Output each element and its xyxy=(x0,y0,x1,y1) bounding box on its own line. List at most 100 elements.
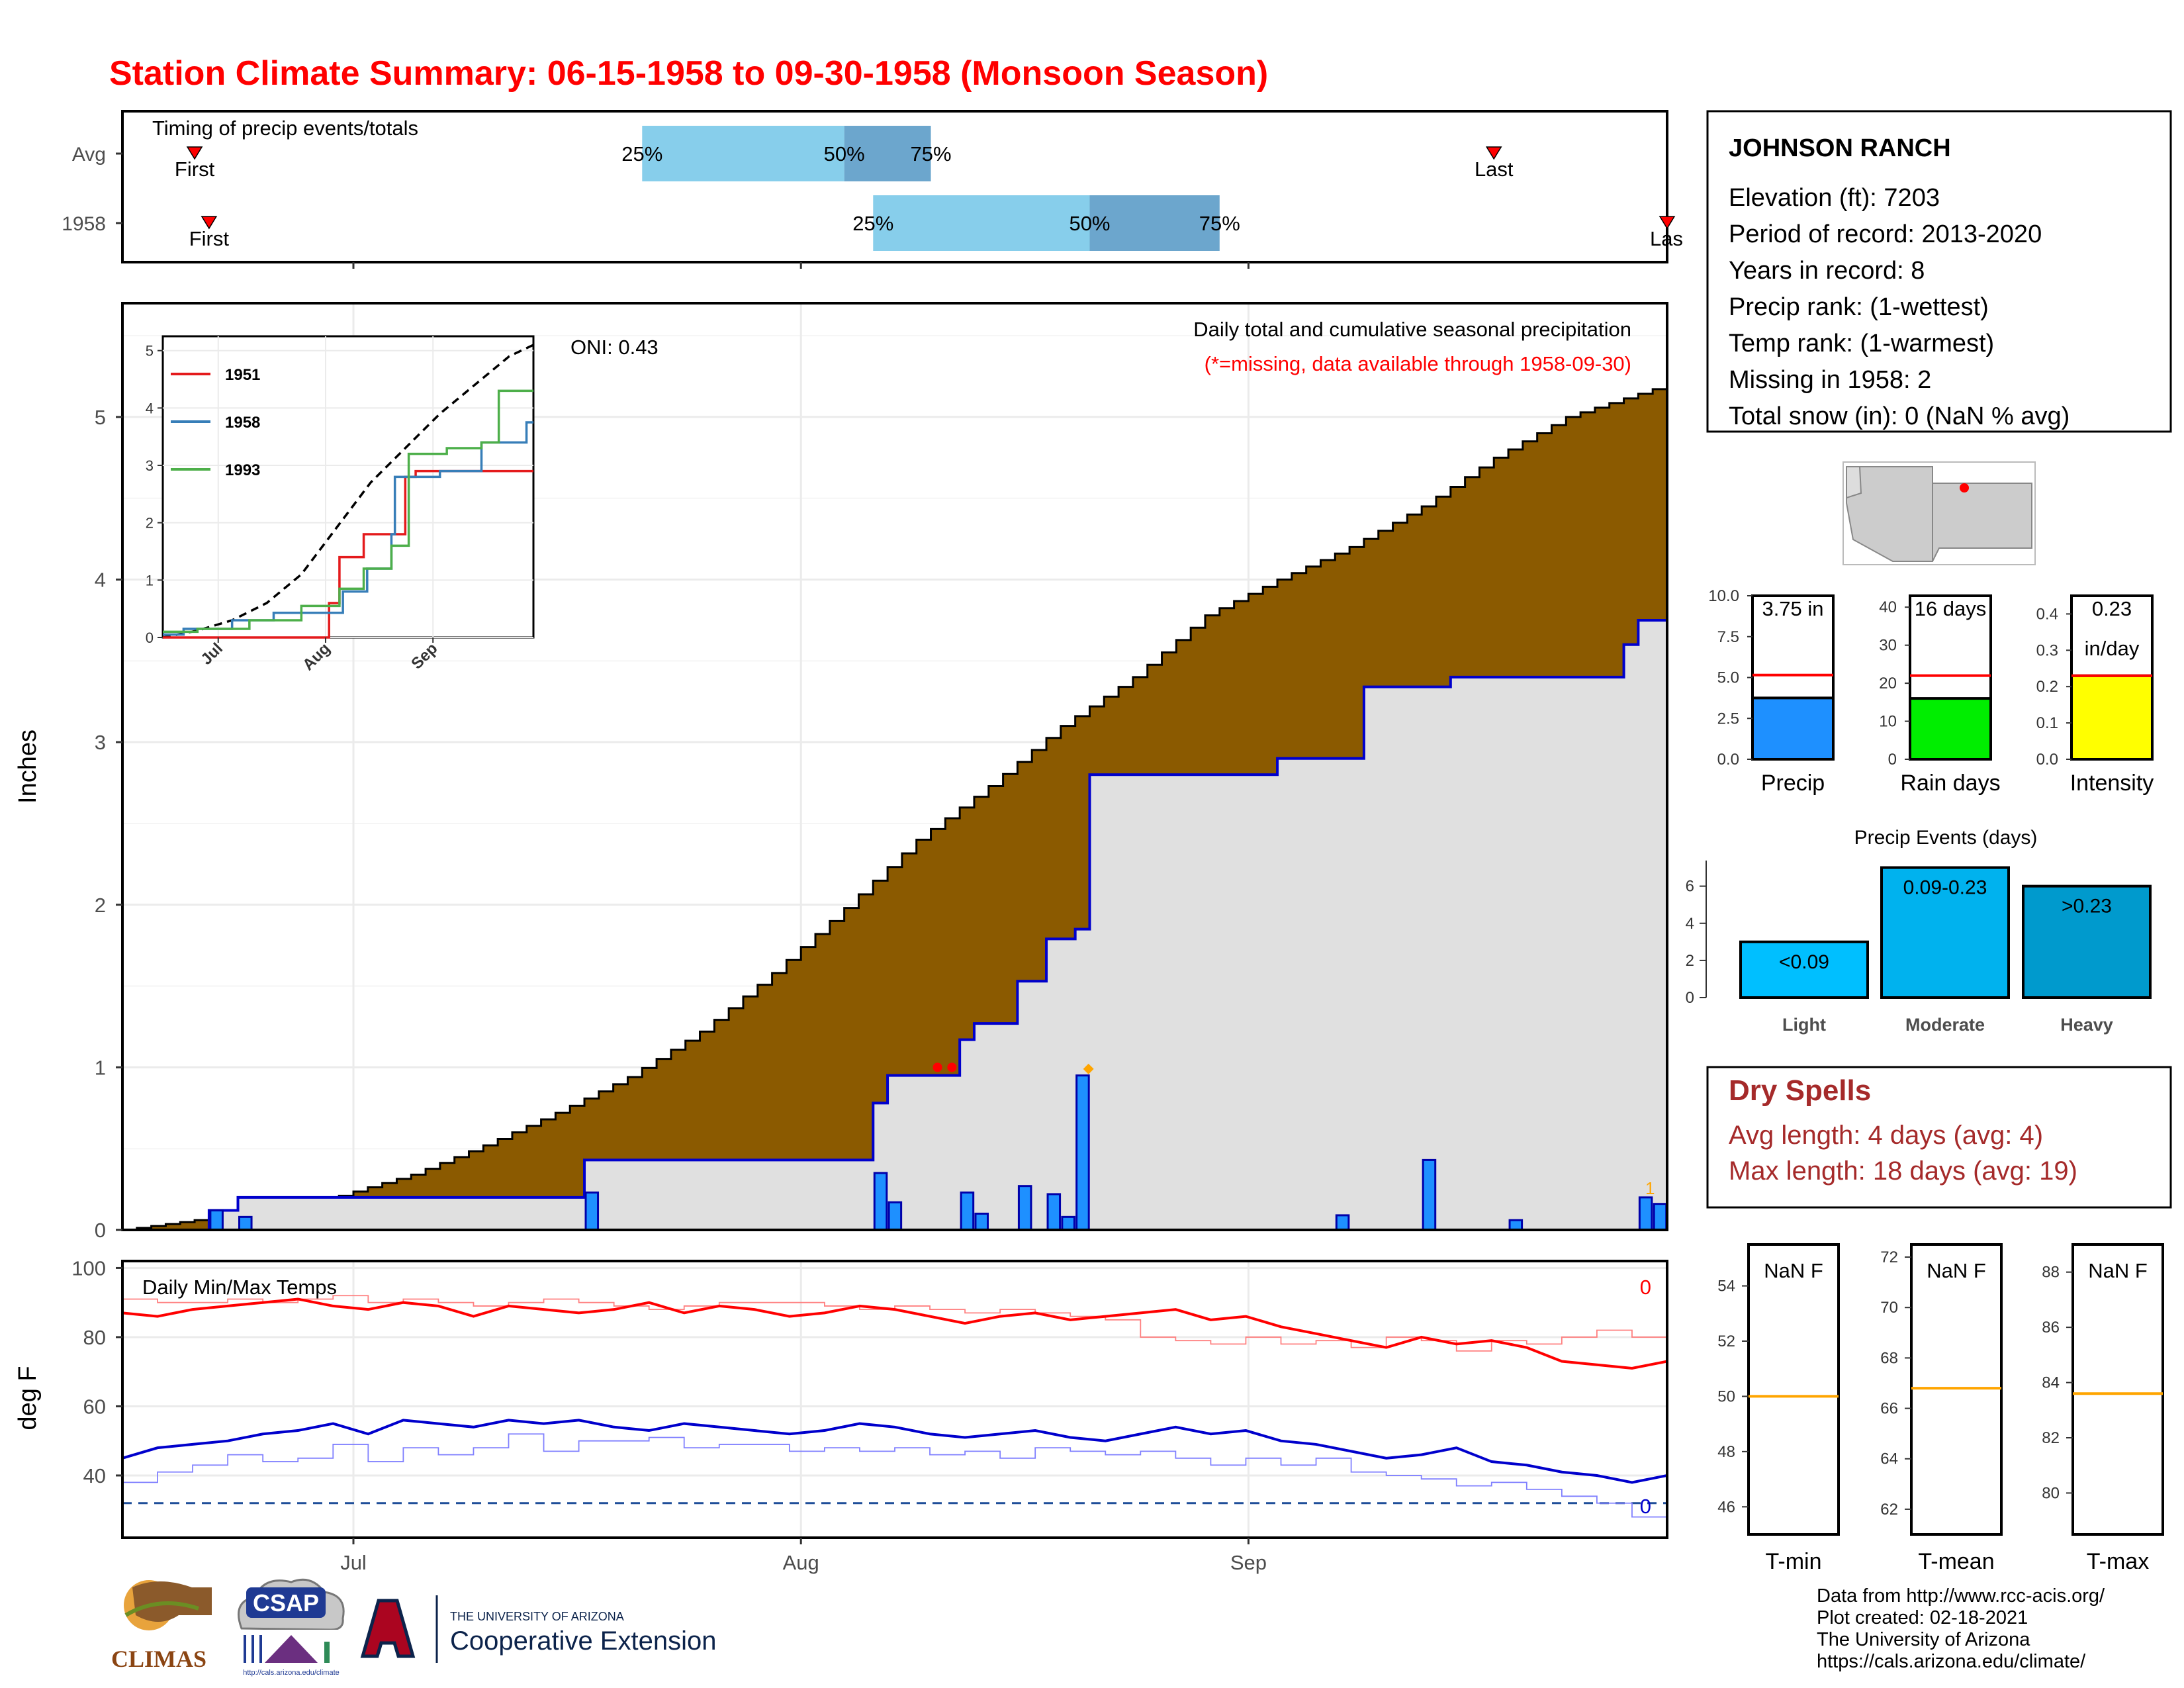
daily-precip-bar xyxy=(887,1201,903,1231)
timing-row-label: Avg xyxy=(72,144,106,165)
inset-legend-label: 1993 xyxy=(225,461,260,479)
temp-gauge-name: T-max xyxy=(2087,1549,2149,1574)
station-info-line: Temp rank: (1-warmest) xyxy=(1729,330,1994,357)
inset-y-tick-label: 4 xyxy=(146,400,154,416)
obs-min-temp-line xyxy=(122,1419,1668,1484)
first-event-label: First xyxy=(189,227,230,250)
timing-bar-25-50 xyxy=(642,126,844,181)
timing-bar-25-50 xyxy=(873,195,1090,251)
timing-pct-label: 25% xyxy=(621,142,662,165)
precip-events-title: Precip Events (days) xyxy=(1854,827,2038,849)
daily-precip-bar xyxy=(1422,1158,1437,1231)
daily-precip-bar xyxy=(238,1215,253,1231)
missing-day-marker xyxy=(947,1062,957,1072)
precip-ylabel: Inches xyxy=(14,729,42,804)
gauge-tick-label: 0 xyxy=(1888,751,1897,769)
temp-min-count: 0 xyxy=(1640,1495,1651,1518)
timing-panel: Timing of precip events/totals Avg 25% 50%… xyxy=(62,110,1683,269)
footer-line: Data from http://www.rcc-acis.org/ xyxy=(1817,1585,2105,1607)
gauge-value-text-2: in/day xyxy=(2085,637,2140,660)
station-location-marker xyxy=(1960,483,1969,492)
precip-y-tick-label: 4 xyxy=(95,569,106,592)
last-event-marker xyxy=(1659,216,1676,230)
gauge-tick-label: 20 xyxy=(1879,675,1897,692)
events-y-tick-label: 2 xyxy=(1686,952,1694,970)
inset-y-tick-label: 3 xyxy=(146,457,154,474)
precip-panel-subtitle: (*=missing, data available through 1958-… xyxy=(1205,352,1631,375)
inset-legend-label: 1951 xyxy=(225,366,260,384)
daily-precip-bar xyxy=(960,1192,975,1231)
precip-panel: 1 Daily total and cumulative seasonal pr… xyxy=(14,302,1668,1242)
gauge-tick-label: 0.3 xyxy=(2036,641,2058,659)
station-info-box: JOHNSON RANCH Elevation (ft): 7203 Period… xyxy=(1706,110,2172,433)
events-bar-label: >0.23 xyxy=(2062,896,2112,917)
gauge-bar xyxy=(2070,674,2154,761)
inset-legend-label: 1958 xyxy=(225,414,260,432)
gauge-value-text: 3.75 in xyxy=(1762,597,1823,620)
gauge-tick-label: 0.4 xyxy=(2036,605,2058,623)
ua-line2: Cooperative Extension xyxy=(450,1626,716,1656)
temp-gauge-frame xyxy=(1747,1243,1840,1536)
first-event-marker xyxy=(186,146,203,160)
gauge-tick-label: 0.0 xyxy=(2036,751,2058,769)
last-event-label: Las xyxy=(1650,227,1683,250)
station-info-line: Total snow (in): 0 (NaN % avg) xyxy=(1729,402,2070,430)
gauge-tick-label: 2.5 xyxy=(1717,710,1739,727)
temp-gauge-tick-label: 48 xyxy=(1717,1443,1735,1461)
gauge-name: Intensity xyxy=(2070,771,2154,796)
temp-gauge-value: NaN F xyxy=(1927,1259,1986,1282)
station-info-line: Precip rank: (1-wettest) xyxy=(1729,293,1989,321)
dry-spells-avg: Avg length: 4 days (avg: 4) xyxy=(1729,1121,2043,1150)
station-info-line: Missing in 1958: 2 xyxy=(1729,366,1931,394)
temp-gauge-tick-label: 70 xyxy=(1880,1299,1898,1317)
temp-gauge-tick-label: 68 xyxy=(1880,1349,1898,1367)
inset-y-tick-label: 5 xyxy=(146,343,154,359)
temp-gauge-tick-label: 80 xyxy=(2042,1484,2060,1502)
daily-precip-bar xyxy=(1508,1219,1524,1231)
dry-spells-box: Dry Spells Avg length: 4 days (avg: 4) M… xyxy=(1706,1066,2172,1209)
temp-gauge-frame xyxy=(2071,1243,2164,1536)
footer-line: https://cals.arizona.edu/climate/ xyxy=(1817,1651,2086,1672)
timing-pct-label: 75% xyxy=(1199,212,1240,235)
temp-gauge-tick-label: 72 xyxy=(1880,1248,1898,1266)
gauge-tick-label: 30 xyxy=(1879,637,1897,655)
gauge-name: Rain days xyxy=(1900,771,2000,796)
station-info-line: Years in record: 8 xyxy=(1729,257,1925,285)
daily-precip-bar xyxy=(1638,1196,1653,1231)
daily-precip-bar xyxy=(1335,1214,1350,1231)
timing-pct-label: 25% xyxy=(852,212,893,235)
gauge-tick-label: 0.1 xyxy=(2036,714,2058,732)
timing-pct-label: 50% xyxy=(1069,212,1110,235)
events-bar-label: <0.09 xyxy=(1779,951,1829,973)
events-category-label: Moderate xyxy=(1905,1015,1985,1035)
precip-events-chart: Precip Events (days) 0 2 4 6 <0.09 Light 0.09-… xyxy=(1686,827,2152,1035)
daily-precip-bar xyxy=(1061,1215,1075,1231)
temp-gauge-value: NaN F xyxy=(1764,1259,1823,1282)
gauge-tick-label: 7.5 xyxy=(1717,628,1739,646)
timing-pct-label: 75% xyxy=(911,142,952,165)
temp-panel: Daily Min/Max Temps 0 0 deg F 406080100 … xyxy=(14,1256,1668,1574)
temp-gauge-tick-label: 84 xyxy=(2042,1374,2060,1392)
gauge-bar xyxy=(1909,697,1992,761)
events-bar xyxy=(2022,884,2152,999)
temp-gauge-tick-label: 54 xyxy=(1717,1278,1735,1295)
events-bar xyxy=(1739,940,1869,1000)
inset-y-tick-label: 2 xyxy=(146,515,154,532)
temp-ylabel: deg F xyxy=(14,1366,42,1430)
gauge-name: Precip xyxy=(1761,771,1825,796)
temp-gauge-tick-label: 86 xyxy=(2042,1319,2060,1336)
obs-cumulative-area xyxy=(122,620,1667,1230)
csap-logo-text: CSAP xyxy=(253,1589,319,1617)
last-event-label: Last xyxy=(1475,158,1514,181)
events-category-label: Heavy xyxy=(2060,1015,2113,1035)
oni-value: ONI: 0.43 xyxy=(570,336,659,359)
footer-credits: Data from http://www.rcc-acis.org/Plot c… xyxy=(1817,1585,2105,1672)
temp-gauge-tick-label: 46 xyxy=(1717,1498,1735,1516)
temp-y-tick-label: 40 xyxy=(83,1464,106,1487)
figure-title: Station Climate Summary: 06-15-1958 to 0… xyxy=(109,54,1268,93)
station-name: JOHNSON RANCH xyxy=(1729,134,1951,162)
temp-gauge-tick-label: 62 xyxy=(1880,1501,1898,1519)
events-y-tick-label: 0 xyxy=(1686,989,1694,1007)
precip-y-tick-label: 3 xyxy=(95,731,106,754)
